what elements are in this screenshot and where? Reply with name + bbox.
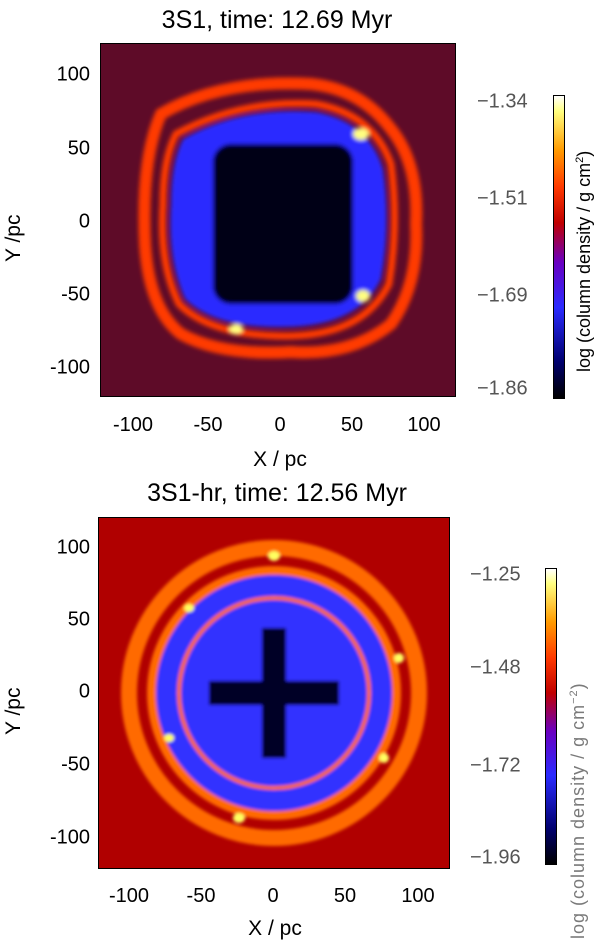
chart-title: 3S1-hr, time: 12.56 Myr — [147, 479, 407, 507]
heatmap-svg — [101, 44, 455, 396]
shell-rim-inner — [158, 99, 399, 340]
colorbar-label: log (column density / g cm2) — [574, 151, 595, 372]
hot-spot — [356, 290, 370, 302]
panel-2: 3S1-hr, time: 12.56 Myr — [0, 473, 600, 946]
colorbar-label-exponent: 2 — [574, 156, 586, 163]
y-tick-label: 100 — [56, 536, 90, 559]
shell-rim — [138, 77, 423, 359]
x-axis-label: X / pc — [253, 448, 307, 471]
x-tick-label: 100 — [407, 414, 441, 436]
inner-cavity — [209, 681, 339, 705]
colorbar-label-close: ) — [574, 150, 594, 157]
hot-spot — [353, 128, 369, 140]
y-tick-label: 0 — [78, 210, 90, 233]
shell-rim — [121, 540, 427, 846]
x-tick-label: 0 — [267, 885, 279, 907]
colorbar-tick-label: −1.34 — [477, 90, 528, 113]
x-tick-label: -100 — [112, 414, 154, 436]
y-tick-label: 50 — [67, 608, 90, 631]
y-tick-label: -100 — [49, 356, 90, 379]
x-axis-label: X / pc — [248, 917, 302, 940]
heatmap-plot — [100, 43, 456, 397]
x-tick-label: 50 — [340, 414, 364, 436]
colorbar-label-close: ) — [568, 682, 588, 690]
x-tick-label: -50 — [193, 414, 223, 436]
y-tick-label: -50 — [61, 283, 90, 306]
x-tick-label: -100 — [108, 885, 150, 907]
colorbar-tick-label: −1.86 — [477, 377, 528, 400]
colorbar-tick-label: −1.69 — [477, 284, 528, 307]
hot-spot — [233, 813, 245, 823]
x-tick-label: 100 — [401, 885, 435, 907]
colorbar-label-text: log (column density / g cm — [574, 162, 594, 372]
colorbar-label-exponent: −2 — [568, 689, 580, 704]
colorbar-tick-label: −1.51 — [477, 187, 528, 210]
shell-filament — [177, 596, 371, 790]
colorbar-tick-label: −1.25 — [470, 563, 521, 586]
y-tick-label: -50 — [61, 753, 90, 776]
shell-rim-inner — [147, 566, 401, 820]
colorbar — [545, 568, 557, 865]
colorbar-label-text: log (column density / g cm — [568, 703, 588, 939]
x-tick-label: 50 — [333, 885, 357, 907]
colorbar-tick-label: −1.72 — [470, 754, 521, 777]
y-axis-label: Y /pc — [2, 214, 25, 262]
x-tick-label: -50 — [186, 885, 216, 907]
hot-spot — [229, 324, 243, 334]
heatmap-svg — [99, 518, 449, 868]
y-tick-label: 50 — [67, 137, 90, 160]
inner-cavity — [213, 144, 353, 304]
y-tick-label: -100 — [49, 826, 90, 849]
colorbar-tick-label: −1.48 — [470, 656, 521, 679]
hot-spot — [379, 753, 389, 763]
y-tick-label: 100 — [56, 63, 90, 86]
colorbar-tick-label: −1.96 — [470, 846, 521, 869]
y-tick-label: 0 — [78, 680, 90, 703]
y-axis-label: Y /pc — [2, 687, 25, 735]
x-tick-label: 0 — [274, 414, 286, 436]
hot-spot — [268, 551, 280, 561]
colorbar — [553, 95, 565, 399]
hot-spot — [394, 653, 404, 663]
chart-title: 3S1, time: 12.69 Myr — [161, 6, 393, 34]
panel-1: 3S1, time: 12.69 Myr 100 50 0 — [2, 6, 595, 471]
colorbar-label: log (column density / g cm−2) — [568, 682, 589, 939]
heatmap-plot — [98, 517, 450, 869]
hot-spot — [164, 734, 174, 742]
hot-spot — [184, 604, 194, 612]
